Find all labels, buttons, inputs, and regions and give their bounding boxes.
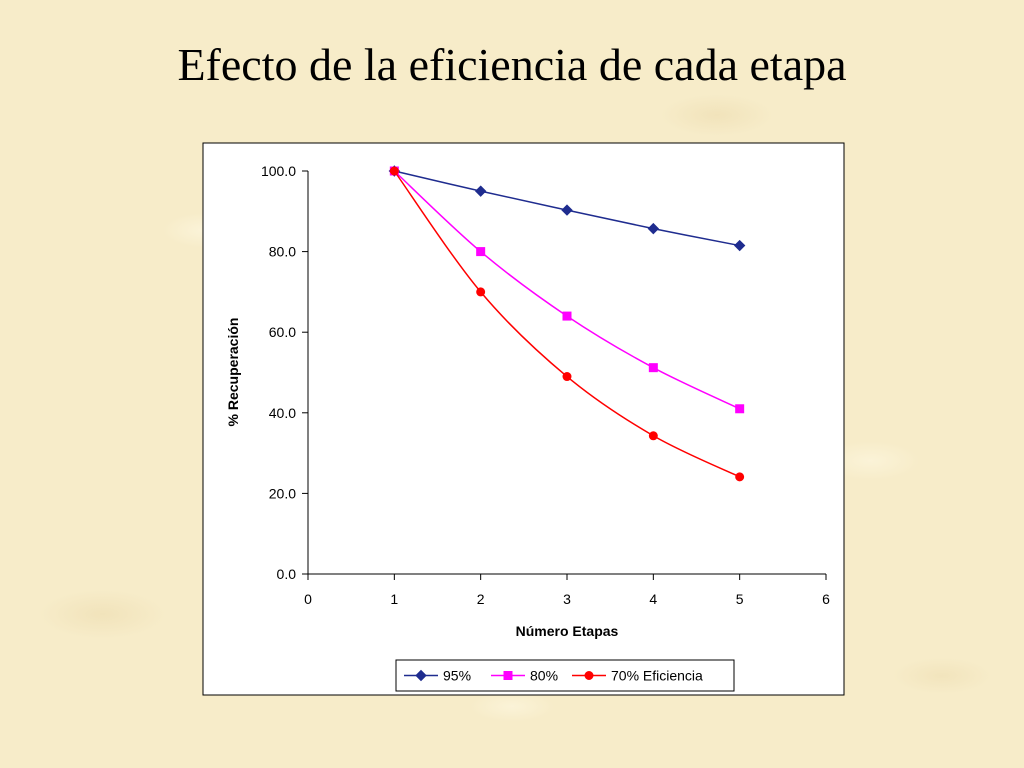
x-tick-label: 1 (390, 591, 398, 607)
series-3 (389, 166, 745, 482)
chart-area (202, 142, 845, 696)
y-tick-label: 100.0 (261, 163, 296, 179)
x-tick-label: 2 (477, 591, 485, 607)
y-tick-label: 0.0 (277, 566, 297, 582)
x-tick-label: 5 (736, 591, 744, 607)
legend-item: 80% (491, 668, 558, 684)
slide-title: Efecto de la eficiencia de cada etapa (177, 39, 847, 90)
legend: 95% 80% 70% Eficiencia (395, 659, 735, 692)
data-point (562, 311, 572, 321)
legend-box (395, 659, 735, 692)
y-tick-label: 20.0 (269, 485, 296, 501)
x-tick-label: 4 (649, 591, 657, 607)
legend-item: 70% Eficiencia (572, 668, 703, 684)
data-point (476, 287, 486, 297)
legend-item: 95% (404, 668, 471, 684)
legend-marker (584, 671, 594, 680)
y-tick-label: 60.0 (269, 324, 296, 340)
data-point (648, 363, 658, 373)
legend-marker (415, 669, 427, 682)
data-point (561, 204, 573, 216)
x-axis-label: Número Etapas (516, 623, 619, 639)
data-point (735, 472, 745, 482)
data-point (647, 222, 660, 235)
series-line (393, 170, 740, 478)
x-axis: 0 1 2 3 4 5 6 (304, 573, 830, 607)
series-group (388, 165, 746, 482)
legend-label: 70% Eficiencia (611, 668, 703, 684)
x-tick-label: 6 (822, 591, 830, 607)
x-tick-label: 3 (563, 591, 571, 607)
data-point (476, 247, 486, 257)
x-tick-label: 0 (304, 591, 312, 607)
legend-label: 80% (530, 668, 558, 684)
data-point (562, 372, 572, 382)
data-point (648, 431, 658, 441)
data-point (474, 185, 487, 197)
legend-marker (503, 671, 513, 680)
y-axis: 0.0 20.0 40.0 60.0 80.0 100.0 (261, 163, 309, 582)
y-tick-label: 80.0 (269, 244, 296, 260)
legend-label: 95% (443, 668, 471, 684)
data-point (735, 404, 745, 414)
y-tick-label: 40.0 (269, 405, 296, 421)
data-point (389, 166, 399, 176)
y-axis-label: % Recuperación (225, 318, 241, 427)
data-point (733, 239, 746, 252)
